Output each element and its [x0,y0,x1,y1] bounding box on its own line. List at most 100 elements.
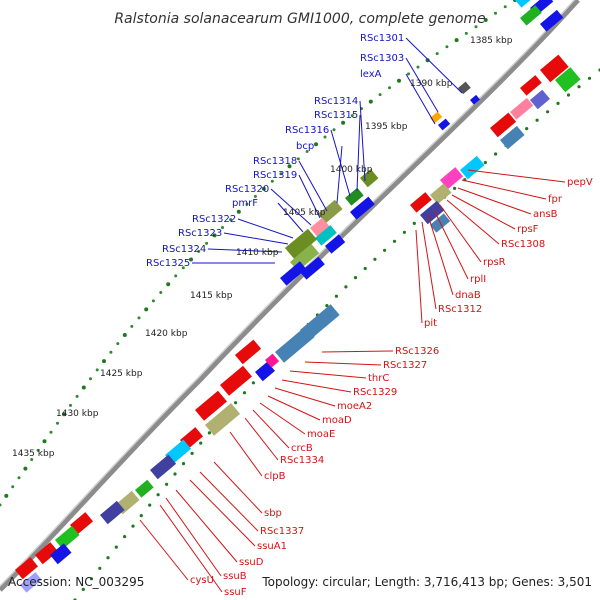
reverse-leader-line [281,379,352,393]
reverse-gene-label: moaE [307,429,335,440]
kbp-marker-label: 1420 kbp [145,329,188,339]
reverse-leader-line [159,504,223,593]
forward-leader-line [207,248,283,253]
label-leader-lines [139,37,566,593]
forward-gene-label: pmrF [232,198,258,209]
inner-tick-dot [546,110,550,114]
inner-tick-dot [199,441,203,445]
backbone-highlight [0,0,576,588]
kbp-marker-label: 1405 kbp [283,208,326,218]
reverse-gene-label: clpB [264,471,286,482]
outer-tick-dot [42,439,47,444]
reverse-leader-line [213,461,263,514]
kbp-marker-label: 1430 kbp [56,409,99,419]
outer-tick-dot [341,120,346,125]
outer-tick-dot [350,114,354,118]
outer-tick-dot [30,458,34,461]
reverse-leader-line [267,395,321,421]
gene-block [285,228,317,259]
outer-tick-dot [287,164,292,169]
gene-block [520,75,542,96]
reverse-gene-label: ssuA1 [257,541,287,552]
outer-tick-dot [137,316,141,320]
gene-block [15,557,39,580]
kbp-marker-label: 1395 kbp [365,122,408,132]
reverse-leader-line [274,387,336,407]
gene-block [195,390,227,421]
gene-block [500,125,525,150]
inner-tick-dot [165,482,169,486]
outer-tick-dot [464,31,468,35]
outer-tick-dot [483,18,488,22]
outer-tick-dot [368,99,373,104]
forward-gene-label: lexA [360,69,382,80]
reverse-leader-line [244,417,279,461]
reverse-gene-label: RSc1337 [260,526,304,537]
inner-tick-dot [556,101,560,105]
outer-tick-dot [56,421,59,425]
outer-tick-dot [23,466,28,471]
reverse-gene-label: rplI [470,274,486,285]
reverse-gene-label: ansB [533,209,558,220]
kbp-marker-label: 1415 kbp [190,291,233,301]
gene-block [470,94,480,105]
outer-tick-dot [181,266,185,270]
reverse-leader-line [139,519,189,581]
forward-leader-line [237,218,294,239]
outer-tick-dot [159,291,163,294]
gene-block [458,81,471,95]
gene-block [430,111,443,124]
forward-gene-label: bcp [296,141,314,152]
gene-block [275,326,315,363]
reverse-gene-label: fpr [548,194,563,205]
inner-tick-dot [392,239,397,243]
outer-tick-dot [95,368,99,372]
outer-tick-dot [314,142,318,147]
forward-leader-line [405,37,463,94]
reverse-gene-label: rpsR [483,257,506,268]
outer-tick-dot [81,385,86,390]
gene-block [440,167,464,190]
inner-tick-dot [383,248,387,252]
outer-tick-dot [166,282,171,287]
genome-stats-text: Topology: circular; Length: 3,716,413 bp… [261,575,592,589]
backbone-stroke [0,0,580,592]
outer-tick-dot [130,324,134,328]
inner-tick-dot [251,381,255,385]
outer-tick-dot [89,377,92,381]
forward-leader-line [336,145,343,204]
gene-block [220,365,252,396]
outer-tick-dot [270,179,274,183]
reverse-gene-label: RSc1326 [395,346,439,357]
outer-tick-dot [151,299,155,303]
forward-leader-line [277,202,304,233]
gene-block [539,54,569,83]
inner-tick-dot [334,294,338,298]
inner-tick-dot [148,503,152,507]
gene-block [315,225,337,246]
inner-tick-dot [131,524,135,528]
outer-tick-dot [36,448,40,452]
outer-tick-dot [189,257,193,262]
gene-block [460,155,485,180]
outer-tick-dot [397,78,401,83]
outer-tick-dot [425,58,430,63]
inner-tick-dot [106,556,110,560]
outer-tick-dot [116,342,120,346]
gene-block [265,353,280,368]
reverse-gene-label: RSc1329 [353,387,397,398]
outer-tick-dot [332,128,336,132]
outer-tick-dot [4,493,9,498]
inner-tick-dot [242,391,247,395]
outer-tick-dot [0,503,2,507]
kbp-marker-label: 1385 kbp [470,36,513,46]
reverse-leader-line [252,409,290,449]
gene-block [235,339,262,365]
reverse-leader-line [461,179,547,200]
outer-tick-dot [454,38,459,43]
gene-block [54,525,80,550]
kbp-marker-label: 1410 kbp [236,248,279,258]
reverse-leader-line [433,209,469,280]
outer-tick-dot [122,333,127,337]
